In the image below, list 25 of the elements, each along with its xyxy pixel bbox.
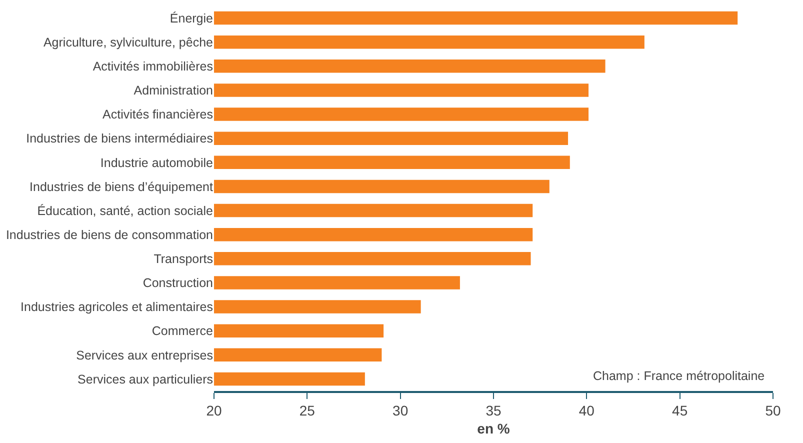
y-tick-label: Commerce <box>152 324 214 338</box>
x-tick-label: 30 <box>392 402 408 419</box>
x-axis-title: en % <box>477 420 510 436</box>
y-tick-label: Transports <box>154 252 213 266</box>
y-tick-label: Industries de biens de consommation <box>6 228 214 242</box>
x-tick-label: 35 <box>486 402 502 419</box>
x-tick-label: 20 <box>206 402 222 419</box>
y-tick-label: Services aux particuliers <box>78 372 213 386</box>
x-tick-label: 40 <box>578 402 595 419</box>
y-tick-label: Services aux entreprises <box>76 348 213 362</box>
y-tick-label: Agriculture, sylviculture, pêche <box>43 35 214 50</box>
y-tick-label: Administration <box>134 84 214 98</box>
x-tick-label: 25 <box>299 402 316 419</box>
y-tick-label: Énergie <box>170 11 214 26</box>
y-tick-label: Industries agricoles et alimentaires <box>20 300 213 314</box>
y-tick-label: Industries de biens d’équipement <box>30 180 214 194</box>
y-tick-label: Industrie automobile <box>100 156 214 170</box>
annotation: Champ : France métropolitaine <box>593 369 765 383</box>
y-tick-label: Construction <box>142 276 214 290</box>
y-tick-label: Activités immobilières <box>92 60 213 74</box>
y-tick-label: Industries de biens intermédiaires <box>26 132 213 146</box>
y-tick-label: Éducation, santé, action sociale <box>37 204 214 218</box>
x-tick-label: 45 <box>672 402 688 419</box>
y-tick-label: Activités financières <box>102 108 213 122</box>
x-tick-label: 50 <box>765 402 781 419</box>
